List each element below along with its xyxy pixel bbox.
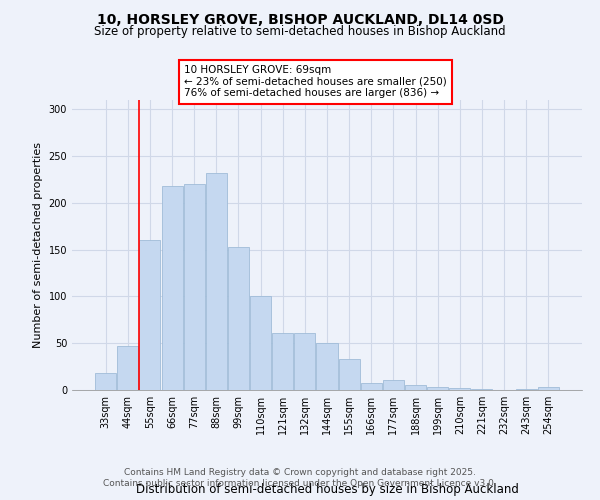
Bar [472,389,493,390]
Text: 10 HORSLEY GROVE: 69sqm
← 23% of semi-detached houses are smaller (250)
76% of s: 10 HORSLEY GROVE: 69sqm ← 23% of semi-de… [184,65,447,98]
Bar [515,389,536,390]
Bar [118,346,139,390]
Bar [361,382,382,390]
Bar [95,373,116,390]
Bar [250,296,271,390]
Bar [206,173,227,390]
Bar [184,184,205,390]
Bar [338,359,359,390]
Text: Size of property relative to semi-detached houses in Bishop Auckland: Size of property relative to semi-detach… [94,25,506,38]
Bar [139,240,160,390]
Bar [449,388,470,390]
Bar [295,333,316,390]
Bar [538,387,559,390]
Text: 10, HORSLEY GROVE, BISHOP AUCKLAND, DL14 0SD: 10, HORSLEY GROVE, BISHOP AUCKLAND, DL14… [97,12,503,26]
Bar [161,186,182,390]
Bar [272,333,293,390]
Bar [427,387,448,390]
Bar [228,247,249,390]
Bar [316,343,338,390]
X-axis label: Distribution of semi-detached houses by size in Bishop Auckland: Distribution of semi-detached houses by … [136,483,518,496]
Bar [405,386,426,390]
Bar [383,380,404,390]
Text: Contains HM Land Registry data © Crown copyright and database right 2025.
Contai: Contains HM Land Registry data © Crown c… [103,468,497,487]
Y-axis label: Number of semi-detached properties: Number of semi-detached properties [33,142,43,348]
